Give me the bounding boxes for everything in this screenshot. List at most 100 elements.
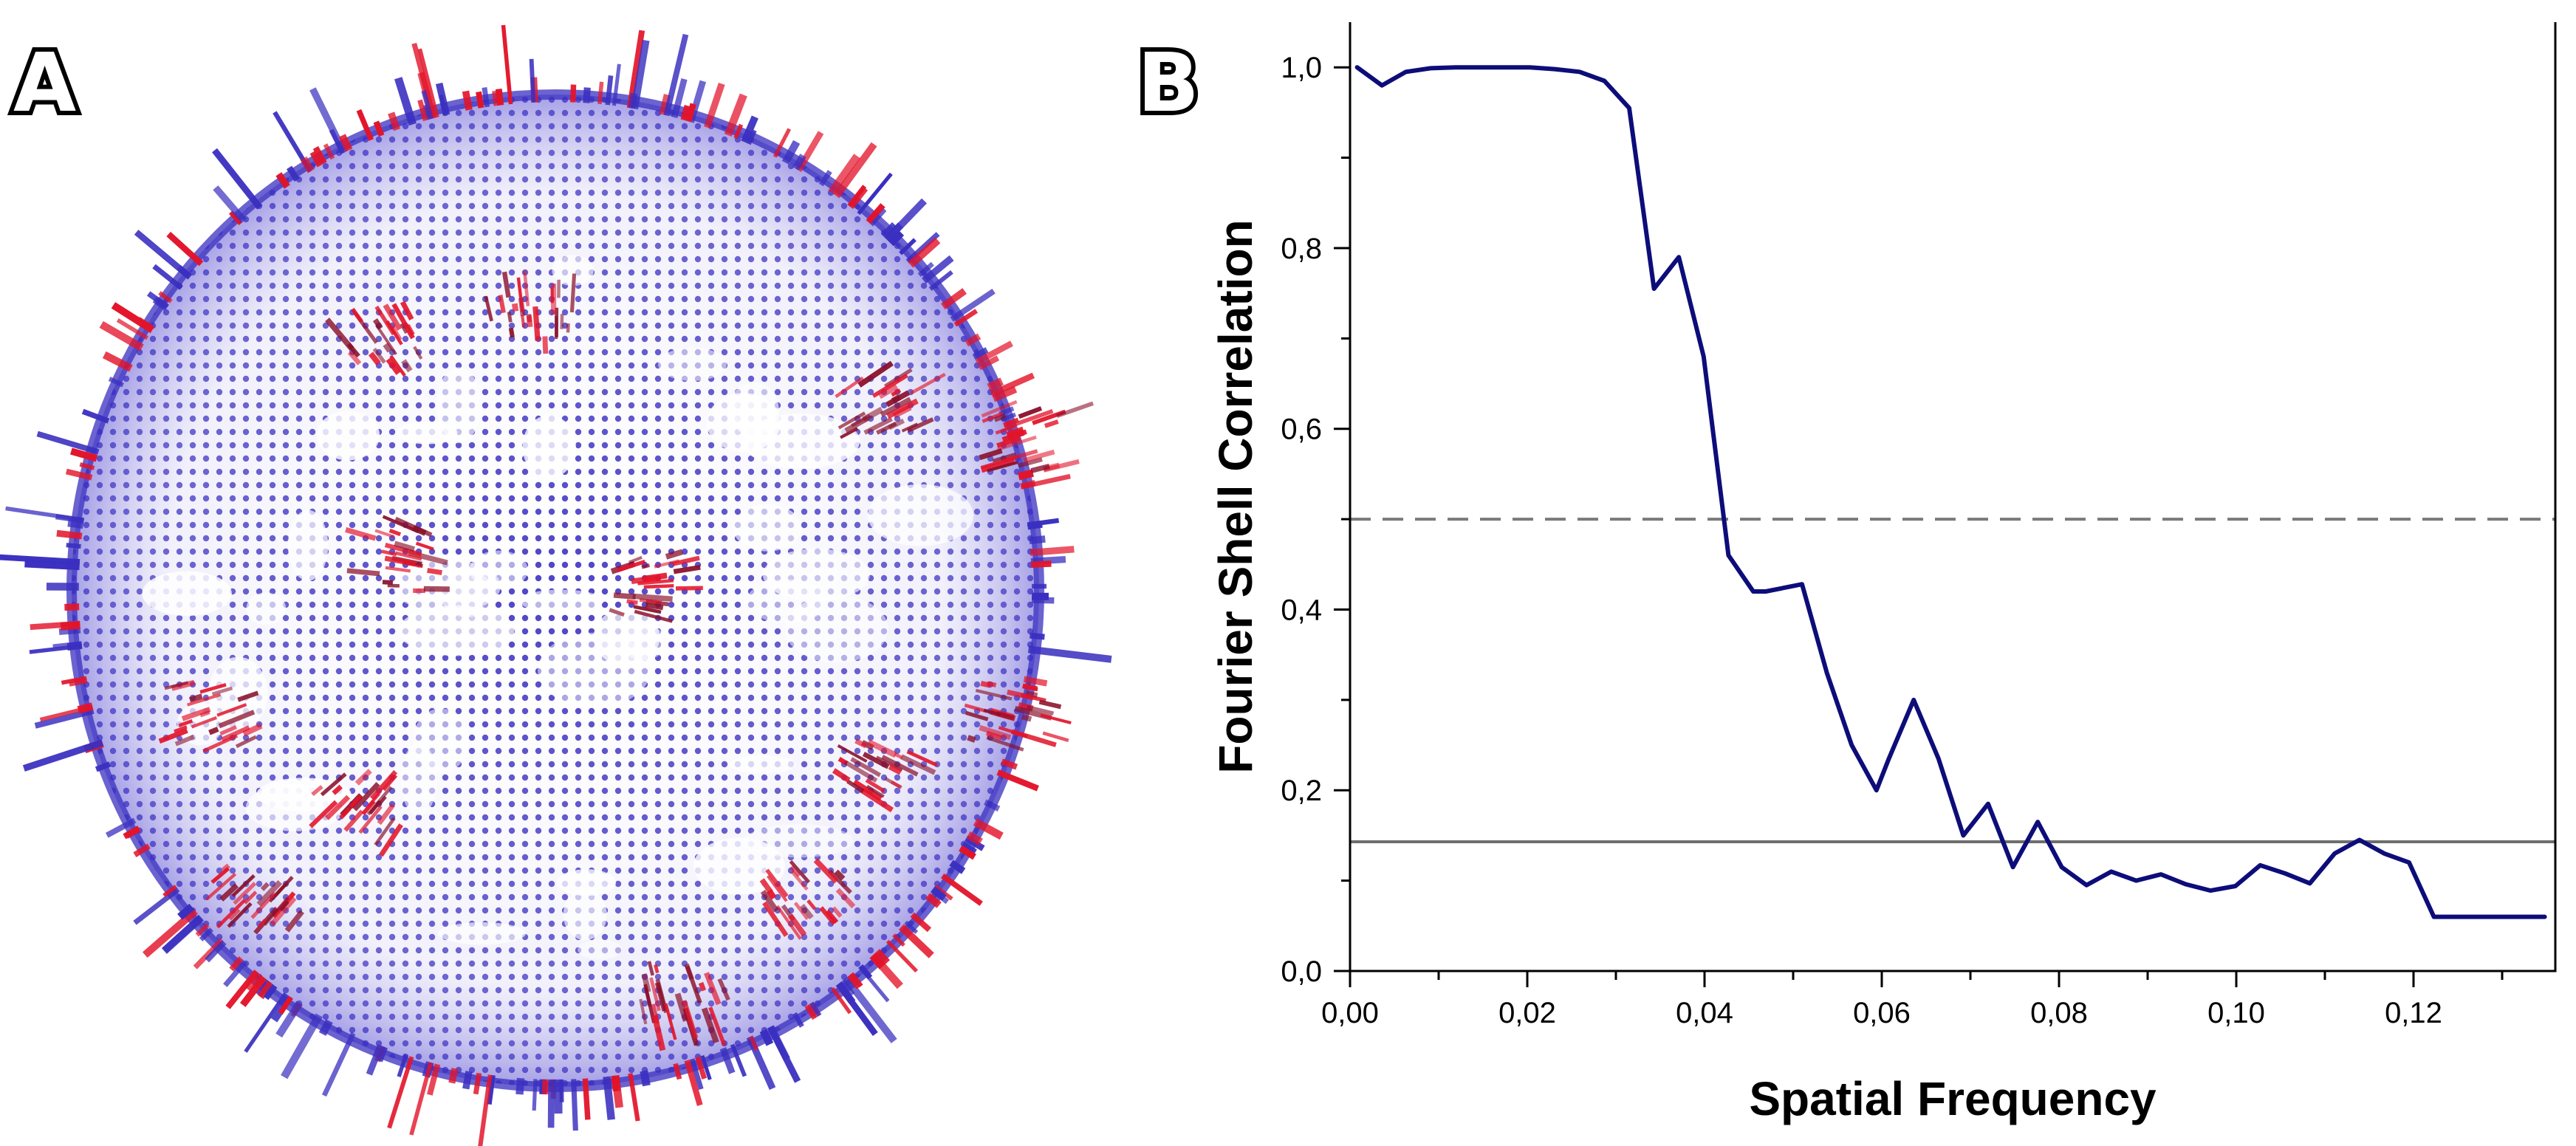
sphere-gap (413, 708, 469, 773)
spike (995, 424, 1016, 435)
spike (346, 343, 360, 358)
spike (312, 145, 327, 165)
spike (244, 971, 263, 992)
spike (775, 905, 802, 940)
spike (613, 592, 636, 600)
spike (243, 891, 258, 905)
spike (921, 255, 954, 284)
spike (724, 93, 747, 137)
spike (349, 795, 363, 809)
spike (221, 863, 231, 873)
spike (640, 1070, 651, 1087)
spike (152, 264, 183, 290)
spike (394, 77, 417, 126)
spike (345, 526, 377, 541)
spike (910, 912, 932, 933)
spike (492, 90, 501, 106)
spike (383, 303, 402, 331)
spike (892, 933, 905, 947)
spike (857, 360, 894, 388)
spike (675, 586, 703, 591)
spike (311, 785, 323, 797)
spike (323, 143, 335, 160)
spike (633, 605, 662, 614)
spike (781, 140, 801, 165)
spike (898, 924, 934, 958)
spike (835, 376, 864, 399)
spike (899, 238, 917, 255)
spike (374, 305, 396, 336)
spike (698, 981, 707, 992)
spike (358, 805, 383, 834)
spike (978, 355, 1000, 371)
spike (825, 909, 839, 924)
spike (329, 128, 346, 155)
sphere-gap (693, 837, 785, 895)
spike (387, 1056, 414, 1129)
spike (300, 156, 315, 174)
spike (394, 516, 433, 538)
spike (211, 686, 233, 696)
spike (227, 902, 253, 928)
spike (36, 430, 100, 455)
spike (1021, 714, 1032, 722)
spike (1056, 401, 1094, 419)
spike (382, 580, 394, 585)
spike (256, 879, 283, 907)
spike (427, 1063, 441, 1096)
x-tick-label: 0,02 (1498, 997, 1556, 1029)
spike (379, 823, 403, 857)
axes (1349, 22, 2557, 972)
spike (516, 277, 524, 312)
spike (116, 318, 149, 340)
spike (960, 841, 977, 857)
spike (216, 703, 247, 717)
spike (1006, 426, 1024, 439)
spike (1007, 689, 1034, 701)
spike (1030, 632, 1045, 640)
spike (501, 24, 513, 105)
spike (321, 1032, 356, 1097)
panel-b-fsc-chart: B 0,00 0,02 0,04 0,06 0,08 0,10 0,12 0,0 0,2 0,4… (1133, 22, 2557, 1125)
x-tick-label: 0,06 (1853, 997, 1911, 1029)
spike (762, 901, 789, 937)
spike (849, 972, 863, 988)
spike (325, 318, 354, 351)
spike (663, 33, 689, 117)
spike (793, 902, 809, 920)
spike (394, 541, 416, 552)
spike (368, 351, 381, 366)
x-tick-label: 0,08 (2030, 997, 2088, 1029)
spike (58, 626, 81, 635)
spike (990, 372, 1035, 397)
spike (105, 817, 137, 838)
spike (473, 1072, 482, 1095)
spike (309, 151, 323, 168)
spike (844, 416, 869, 433)
spike (498, 294, 506, 314)
spike (242, 723, 263, 737)
spike (965, 835, 985, 851)
spike (689, 1058, 704, 1091)
threshold-lines (1350, 518, 2555, 843)
spike (833, 142, 877, 199)
spike (996, 436, 1021, 448)
spike (142, 907, 199, 958)
sphere-gap (436, 367, 482, 444)
spike (177, 903, 195, 920)
spike (422, 104, 431, 120)
spike (482, 86, 490, 108)
spike (672, 555, 700, 566)
spike (134, 230, 192, 280)
spike (832, 906, 843, 918)
y-tick-label: 1,0 (1281, 52, 1322, 84)
spike (998, 726, 1028, 738)
spike (382, 774, 398, 792)
spike (850, 757, 882, 778)
spike (1004, 409, 1054, 430)
spike (225, 970, 259, 1009)
spike (680, 105, 691, 121)
spike (67, 519, 84, 529)
spike (819, 906, 837, 925)
spike (250, 891, 277, 919)
